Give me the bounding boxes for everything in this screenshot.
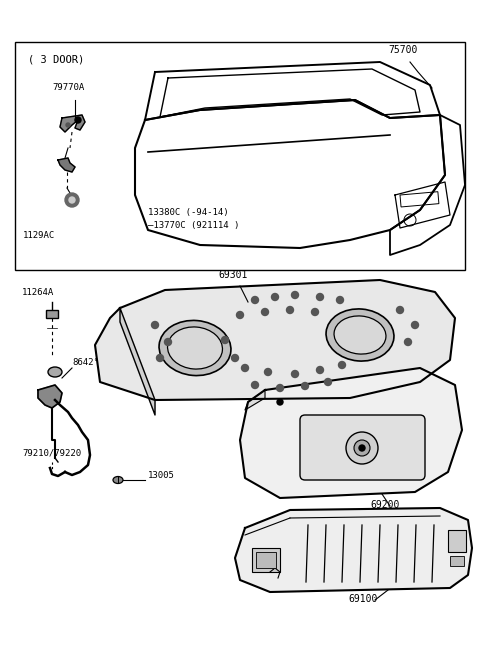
Ellipse shape bbox=[334, 316, 386, 354]
Text: 69301: 69301 bbox=[218, 270, 247, 280]
Circle shape bbox=[324, 378, 332, 386]
Text: 79770A: 79770A bbox=[52, 83, 84, 92]
Circle shape bbox=[346, 432, 378, 464]
Circle shape bbox=[405, 338, 411, 346]
Circle shape bbox=[396, 307, 404, 313]
Circle shape bbox=[262, 309, 268, 315]
Circle shape bbox=[276, 384, 284, 392]
Polygon shape bbox=[245, 390, 265, 410]
Polygon shape bbox=[60, 115, 85, 132]
Circle shape bbox=[316, 294, 324, 300]
Circle shape bbox=[277, 399, 283, 405]
Text: 13005: 13005 bbox=[148, 472, 175, 480]
Circle shape bbox=[69, 197, 75, 203]
Circle shape bbox=[354, 440, 370, 456]
Circle shape bbox=[252, 382, 259, 388]
Circle shape bbox=[66, 123, 70, 127]
Circle shape bbox=[252, 296, 259, 304]
Bar bbox=[400, 192, 439, 207]
Ellipse shape bbox=[48, 367, 62, 377]
Ellipse shape bbox=[326, 309, 394, 361]
Circle shape bbox=[359, 445, 365, 451]
Bar bbox=[450, 556, 464, 566]
Bar bbox=[448, 530, 466, 552]
Circle shape bbox=[231, 355, 239, 361]
Text: 8642°: 8642° bbox=[72, 358, 99, 367]
Circle shape bbox=[156, 355, 164, 361]
Polygon shape bbox=[120, 308, 155, 415]
Circle shape bbox=[264, 369, 272, 376]
Circle shape bbox=[301, 382, 309, 390]
Bar bbox=[252, 548, 280, 572]
Circle shape bbox=[272, 294, 278, 300]
Text: 79210/79220: 79210/79220 bbox=[22, 448, 81, 457]
Circle shape bbox=[291, 371, 299, 378]
Text: 11264A: 11264A bbox=[22, 288, 54, 297]
Circle shape bbox=[291, 292, 299, 298]
Text: 69100: 69100 bbox=[348, 594, 377, 604]
Circle shape bbox=[316, 367, 324, 373]
Ellipse shape bbox=[168, 327, 222, 369]
Text: 75700: 75700 bbox=[388, 45, 418, 55]
Polygon shape bbox=[58, 158, 75, 172]
Circle shape bbox=[65, 193, 79, 207]
Polygon shape bbox=[240, 368, 462, 498]
Circle shape bbox=[221, 336, 228, 344]
Circle shape bbox=[336, 296, 344, 304]
Circle shape bbox=[152, 321, 158, 328]
Circle shape bbox=[338, 361, 346, 369]
Circle shape bbox=[312, 309, 319, 315]
Polygon shape bbox=[38, 385, 62, 408]
Circle shape bbox=[411, 321, 419, 328]
Circle shape bbox=[75, 117, 81, 123]
FancyBboxPatch shape bbox=[300, 415, 425, 480]
Text: 1129AC: 1129AC bbox=[23, 231, 55, 240]
Text: 69200: 69200 bbox=[370, 500, 399, 510]
Bar bbox=[256, 552, 276, 568]
Text: 13380C (-94‑14): 13380C (-94‑14) bbox=[148, 208, 228, 217]
Bar bbox=[15, 42, 465, 270]
Polygon shape bbox=[235, 508, 472, 592]
Circle shape bbox=[287, 307, 293, 313]
Circle shape bbox=[241, 365, 249, 371]
Text: –13770C (921114 ): –13770C (921114 ) bbox=[148, 221, 240, 230]
Ellipse shape bbox=[113, 476, 123, 484]
Ellipse shape bbox=[159, 321, 231, 376]
Circle shape bbox=[237, 311, 243, 319]
Text: ( 3 DOOR): ( 3 DOOR) bbox=[28, 55, 84, 65]
Polygon shape bbox=[95, 280, 455, 400]
Circle shape bbox=[165, 338, 171, 346]
Bar bbox=[46, 310, 58, 318]
